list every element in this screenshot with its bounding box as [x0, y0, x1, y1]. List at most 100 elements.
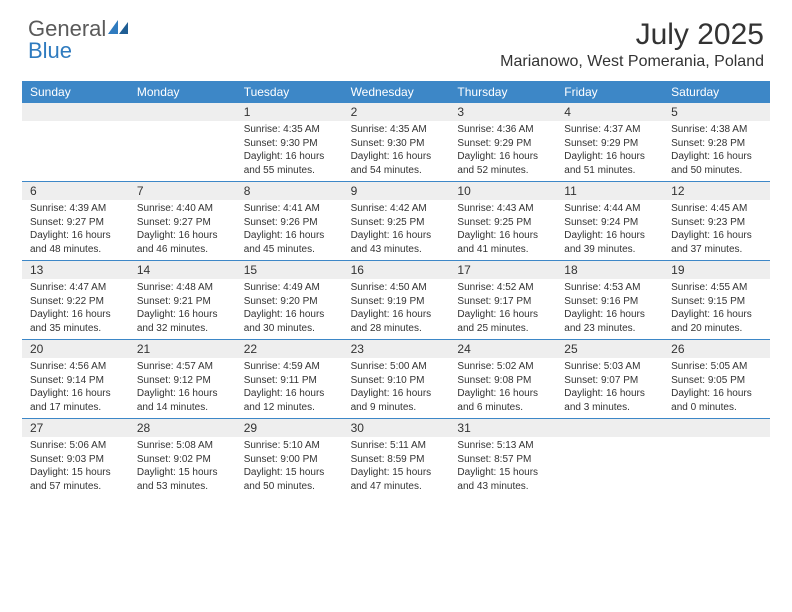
daylight-line: Daylight: 15 hours and 43 minutes. — [457, 466, 548, 493]
calendar-week: 20Sunrise: 4:56 AMSunset: 9:14 PMDayligh… — [22, 339, 770, 418]
sunrise-line: Sunrise: 4:55 AM — [671, 281, 762, 295]
day-number: 1 — [236, 103, 343, 121]
daylight-line: Daylight: 16 hours and 45 minutes. — [244, 229, 335, 256]
daylight-line: Daylight: 16 hours and 54 minutes. — [351, 150, 442, 177]
cell-body: Sunrise: 5:00 AMSunset: 9:10 PMDaylight:… — [343, 358, 450, 418]
sunset-line: Sunset: 9:19 PM — [351, 295, 442, 309]
daylight-line: Daylight: 16 hours and 9 minutes. — [351, 387, 442, 414]
day-number: 25 — [556, 340, 663, 358]
day-number: 11 — [556, 182, 663, 200]
day-number — [22, 103, 129, 121]
day-number: 19 — [663, 261, 770, 279]
cell-body: Sunrise: 5:13 AMSunset: 8:57 PMDaylight:… — [449, 437, 556, 497]
daylight-line: Daylight: 16 hours and 32 minutes. — [137, 308, 228, 335]
day-number: 17 — [449, 261, 556, 279]
sunset-line: Sunset: 9:29 PM — [457, 137, 548, 151]
calendar-cell: 13Sunrise: 4:47 AMSunset: 9:22 PMDayligh… — [22, 261, 129, 339]
cell-body: Sunrise: 4:59 AMSunset: 9:11 PMDaylight:… — [236, 358, 343, 418]
cell-body: Sunrise: 4:35 AMSunset: 9:30 PMDaylight:… — [236, 121, 343, 181]
brand-logo: GeneralBlue — [28, 18, 130, 62]
day-number: 6 — [22, 182, 129, 200]
sunrise-line: Sunrise: 4:41 AM — [244, 202, 335, 216]
sunrise-line: Sunrise: 4:40 AM — [137, 202, 228, 216]
sunrise-line: Sunrise: 5:00 AM — [351, 360, 442, 374]
sunset-line: Sunset: 9:17 PM — [457, 295, 548, 309]
daylight-line: Daylight: 16 hours and 41 minutes. — [457, 229, 548, 256]
sunrise-line: Sunrise: 5:03 AM — [564, 360, 655, 374]
daylight-line: Daylight: 16 hours and 50 minutes. — [671, 150, 762, 177]
day-number: 4 — [556, 103, 663, 121]
day-number: 20 — [22, 340, 129, 358]
day-number: 22 — [236, 340, 343, 358]
sunrise-line: Sunrise: 4:59 AM — [244, 360, 335, 374]
calendar-cell: 17Sunrise: 4:52 AMSunset: 9:17 PMDayligh… — [449, 261, 556, 339]
calendar-cell — [556, 419, 663, 497]
calendar-cell: 27Sunrise: 5:06 AMSunset: 9:03 PMDayligh… — [22, 419, 129, 497]
cell-body: Sunrise: 4:55 AMSunset: 9:15 PMDaylight:… — [663, 279, 770, 339]
weekday-label: Friday — [556, 81, 663, 103]
cell-body: Sunrise: 4:50 AMSunset: 9:19 PMDaylight:… — [343, 279, 450, 339]
sunrise-line: Sunrise: 4:57 AM — [137, 360, 228, 374]
day-number: 16 — [343, 261, 450, 279]
cell-body: Sunrise: 5:02 AMSunset: 9:08 PMDaylight:… — [449, 358, 556, 418]
daylight-line: Daylight: 16 hours and 6 minutes. — [457, 387, 548, 414]
cell-body: Sunrise: 4:38 AMSunset: 9:28 PMDaylight:… — [663, 121, 770, 181]
sunset-line: Sunset: 9:02 PM — [137, 453, 228, 467]
calendar: SundayMondayTuesdayWednesdayThursdayFrid… — [22, 81, 770, 497]
weekday-label: Tuesday — [236, 81, 343, 103]
sunset-line: Sunset: 9:10 PM — [351, 374, 442, 388]
weekday-header: SundayMondayTuesdayWednesdayThursdayFrid… — [22, 81, 770, 103]
calendar-cell: 24Sunrise: 5:02 AMSunset: 9:08 PMDayligh… — [449, 340, 556, 418]
cell-body: Sunrise: 4:45 AMSunset: 9:23 PMDaylight:… — [663, 200, 770, 260]
weekday-label: Sunday — [22, 81, 129, 103]
calendar-cell: 2Sunrise: 4:35 AMSunset: 9:30 PMDaylight… — [343, 103, 450, 181]
daylight-line: Daylight: 16 hours and 23 minutes. — [564, 308, 655, 335]
day-number: 29 — [236, 419, 343, 437]
sunrise-line: Sunrise: 4:48 AM — [137, 281, 228, 295]
day-number: 8 — [236, 182, 343, 200]
calendar-cell: 16Sunrise: 4:50 AMSunset: 9:19 PMDayligh… — [343, 261, 450, 339]
sunrise-line: Sunrise: 4:53 AM — [564, 281, 655, 295]
sunrise-line: Sunrise: 5:05 AM — [671, 360, 762, 374]
sunrise-line: Sunrise: 4:56 AM — [30, 360, 121, 374]
calendar-cell — [663, 419, 770, 497]
sunset-line: Sunset: 9:25 PM — [457, 216, 548, 230]
sunset-line: Sunset: 9:28 PM — [671, 137, 762, 151]
cell-body: Sunrise: 4:41 AMSunset: 9:26 PMDaylight:… — [236, 200, 343, 260]
cell-body: Sunrise: 4:48 AMSunset: 9:21 PMDaylight:… — [129, 279, 236, 339]
day-number: 7 — [129, 182, 236, 200]
sunrise-line: Sunrise: 5:02 AM — [457, 360, 548, 374]
sunset-line: Sunset: 9:11 PM — [244, 374, 335, 388]
sunrise-line: Sunrise: 4:43 AM — [457, 202, 548, 216]
calendar-cell: 8Sunrise: 4:41 AMSunset: 9:26 PMDaylight… — [236, 182, 343, 260]
daylight-line: Daylight: 16 hours and 52 minutes. — [457, 150, 548, 177]
sunset-line: Sunset: 9:03 PM — [30, 453, 121, 467]
sunset-line: Sunset: 9:23 PM — [671, 216, 762, 230]
cell-body: Sunrise: 4:57 AMSunset: 9:12 PMDaylight:… — [129, 358, 236, 418]
sunrise-line: Sunrise: 5:10 AM — [244, 439, 335, 453]
sunset-line: Sunset: 9:22 PM — [30, 295, 121, 309]
calendar-cell: 9Sunrise: 4:42 AMSunset: 9:25 PMDaylight… — [343, 182, 450, 260]
cell-body: Sunrise: 4:52 AMSunset: 9:17 PMDaylight:… — [449, 279, 556, 339]
sunset-line: Sunset: 9:15 PM — [671, 295, 762, 309]
day-number: 2 — [343, 103, 450, 121]
day-number — [556, 419, 663, 437]
sunrise-line: Sunrise: 4:38 AM — [671, 123, 762, 137]
calendar-cell: 10Sunrise: 4:43 AMSunset: 9:25 PMDayligh… — [449, 182, 556, 260]
day-number: 13 — [22, 261, 129, 279]
sunset-line: Sunset: 9:07 PM — [564, 374, 655, 388]
cell-body: Sunrise: 4:43 AMSunset: 9:25 PMDaylight:… — [449, 200, 556, 260]
daylight-line: Daylight: 16 hours and 46 minutes. — [137, 229, 228, 256]
sunset-line: Sunset: 9:29 PM — [564, 137, 655, 151]
daylight-line: Daylight: 16 hours and 20 minutes. — [671, 308, 762, 335]
daylight-line: Daylight: 16 hours and 28 minutes. — [351, 308, 442, 335]
sunrise-line: Sunrise: 4:35 AM — [244, 123, 335, 137]
day-number: 3 — [449, 103, 556, 121]
sunrise-line: Sunrise: 4:50 AM — [351, 281, 442, 295]
sunset-line: Sunset: 9:08 PM — [457, 374, 548, 388]
sunset-line: Sunset: 9:27 PM — [30, 216, 121, 230]
daylight-line: Daylight: 15 hours and 47 minutes. — [351, 466, 442, 493]
calendar-cell: 31Sunrise: 5:13 AMSunset: 8:57 PMDayligh… — [449, 419, 556, 497]
cell-body: Sunrise: 4:39 AMSunset: 9:27 PMDaylight:… — [22, 200, 129, 260]
cell-body: Sunrise: 5:05 AMSunset: 9:05 PMDaylight:… — [663, 358, 770, 418]
